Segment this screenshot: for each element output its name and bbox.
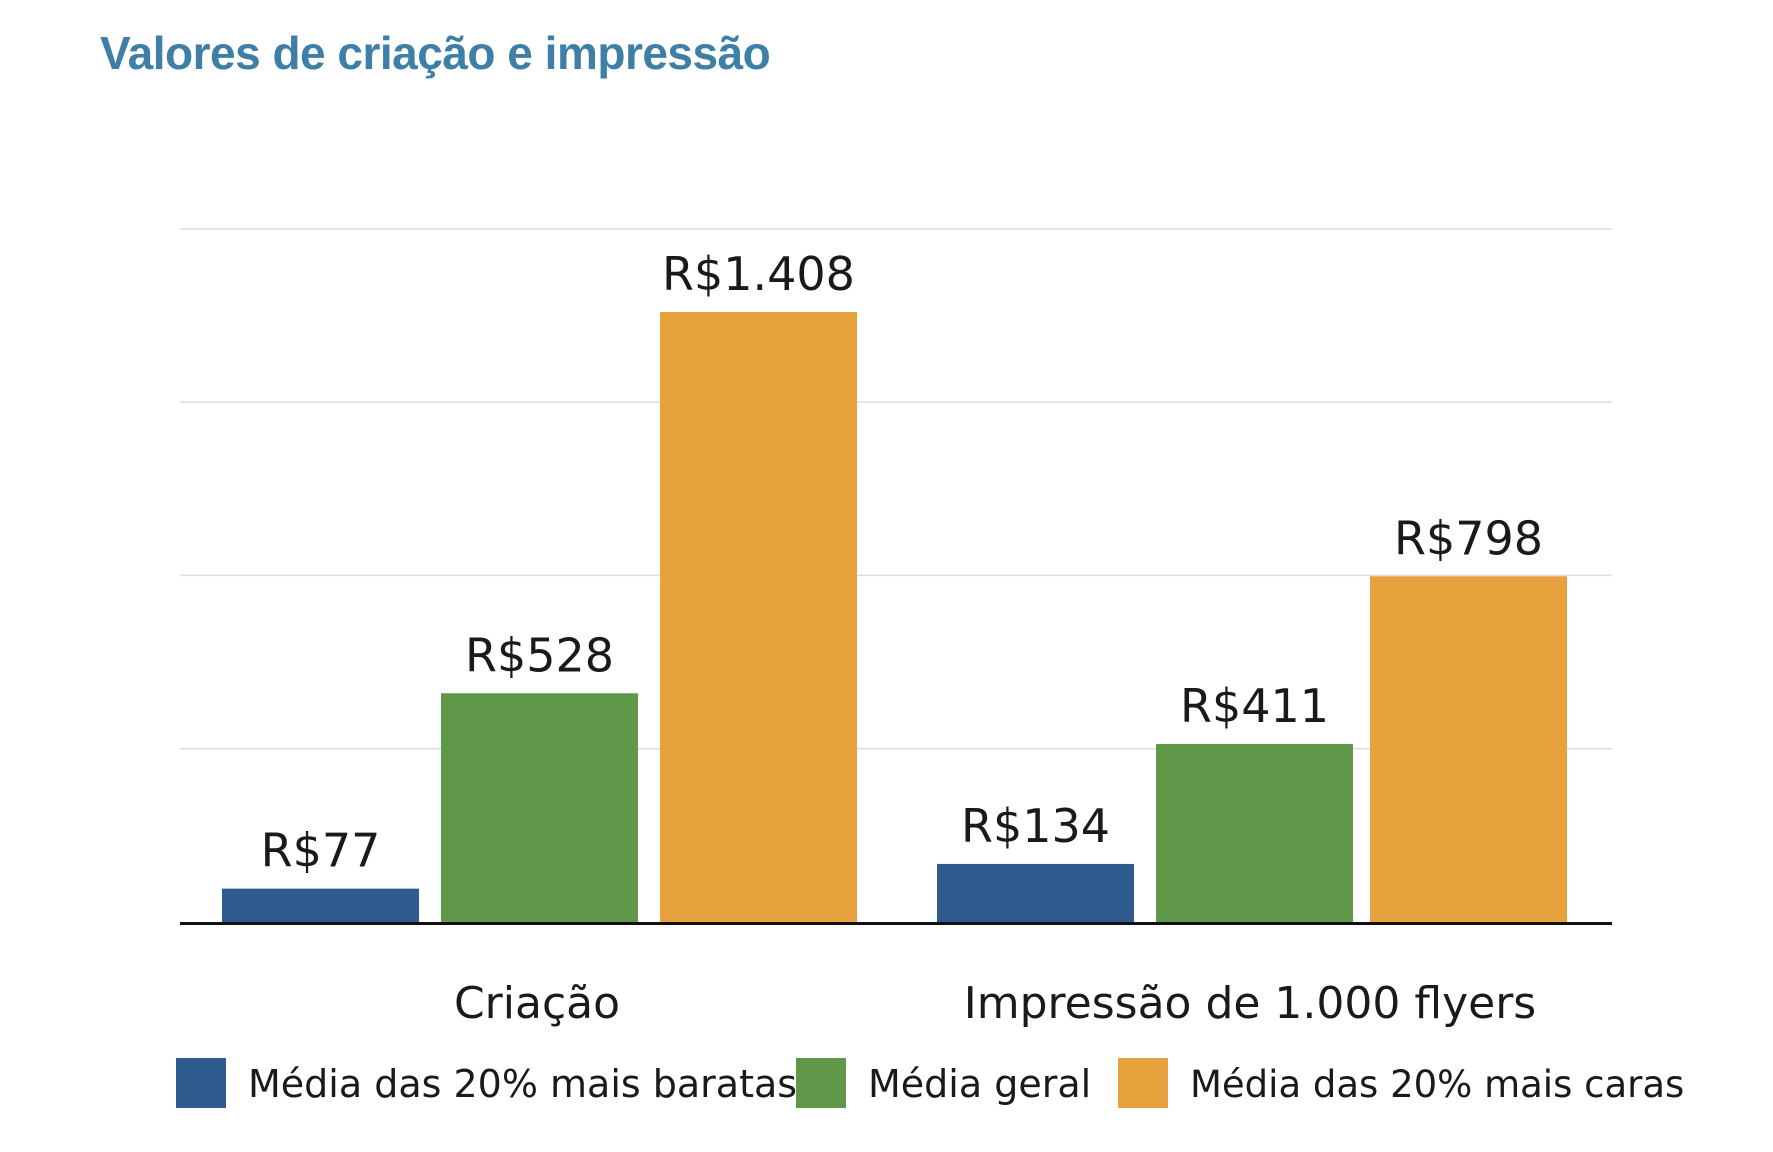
bar-value-label: R$77 (261, 824, 381, 878)
bar-value-label: R$134 (961, 799, 1110, 853)
legend-item: Média das 20% mais baratas (176, 1058, 797, 1108)
legend-swatch (1118, 1058, 1168, 1108)
bar (441, 693, 638, 922)
bars (222, 312, 1567, 922)
legend-swatch (796, 1058, 846, 1108)
legend-label: Média geral (868, 1062, 1091, 1106)
category-label: Criação (454, 978, 620, 1029)
bar (222, 888, 419, 922)
legend-label: Média das 20% mais caras (1190, 1063, 1684, 1106)
bar-value-label: R$1.408 (662, 247, 855, 301)
bar-value-label: R$528 (465, 628, 614, 682)
legend-item: Média das 20% mais caras (1118, 1058, 1684, 1108)
legend-item: Média geral (796, 1058, 1091, 1108)
category-label: Impressão de 1.000 flyers (964, 978, 1536, 1029)
bar (937, 863, 1134, 922)
legend-label: Média das 20% mais baratas (248, 1062, 797, 1106)
data-labels: R$77 R$134 R$528 R$411 R$1.408 R$798 (261, 247, 1543, 878)
chart-title: Valores de criação e impressão (100, 27, 771, 79)
legend: Média das 20% mais baratas Média geral Méd… (176, 1058, 1684, 1108)
bar (1370, 576, 1567, 922)
legend-swatch (176, 1058, 226, 1108)
bar-value-label: R$798 (1394, 511, 1543, 565)
bar-value-label: R$411 (1180, 679, 1329, 733)
bar (660, 312, 857, 922)
bar (1156, 743, 1353, 922)
category-labels: Criação Impressão de 1.000 flyers (454, 978, 1536, 1029)
